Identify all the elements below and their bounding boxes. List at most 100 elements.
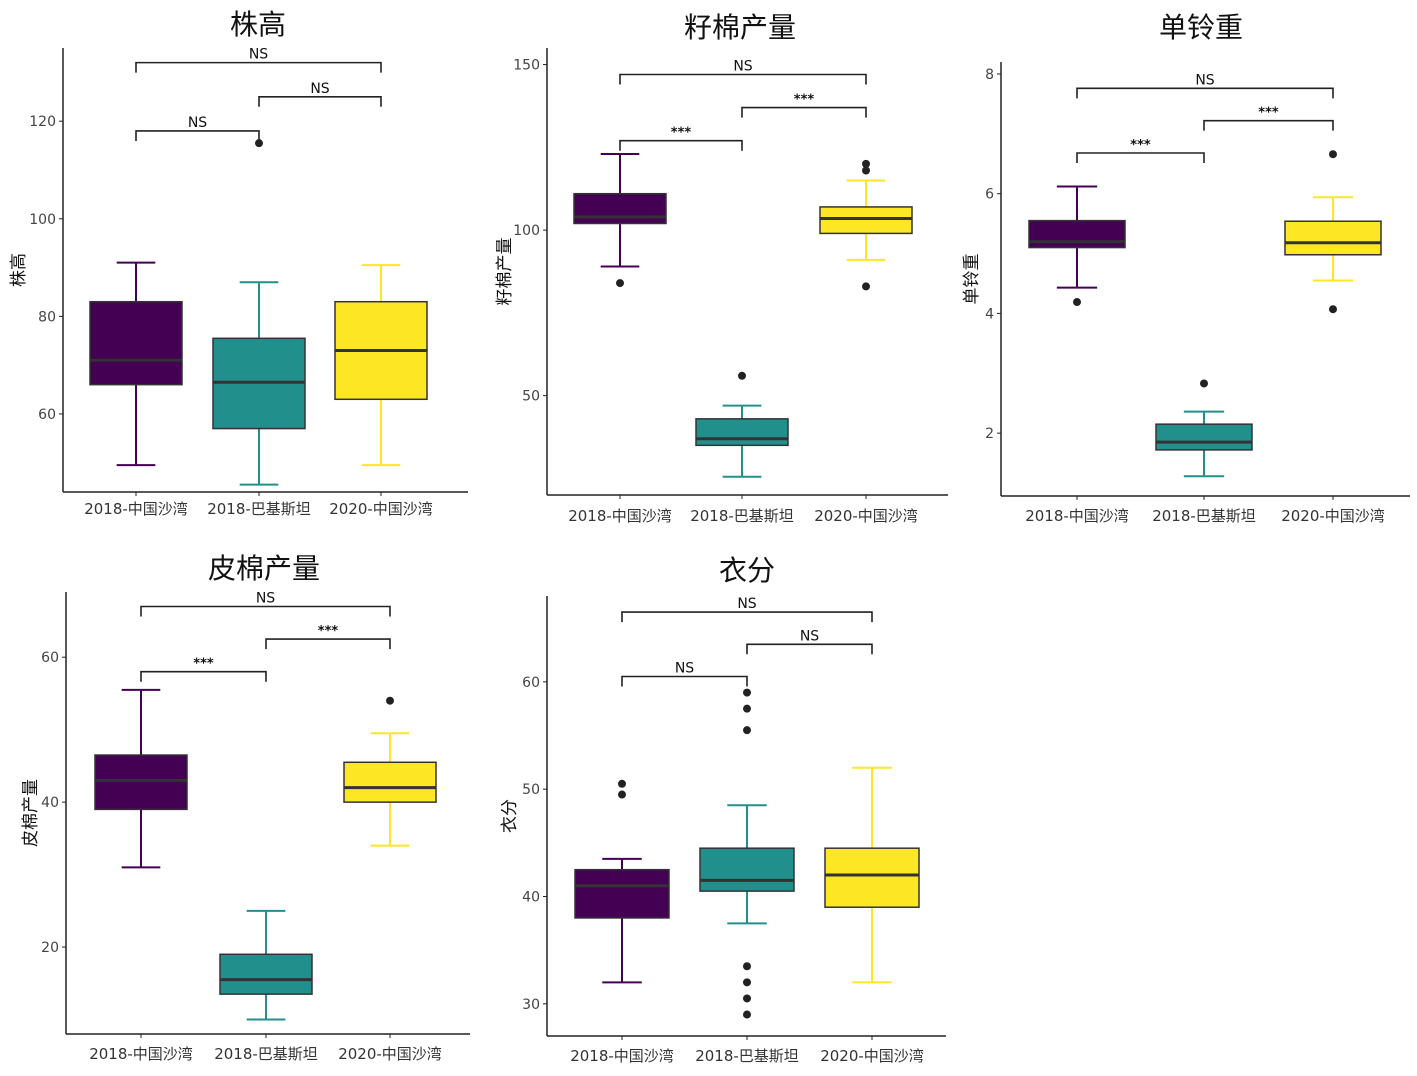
- box-iqr: [89, 300, 183, 386]
- y-tick-label: 4: [985, 306, 994, 322]
- significance-label: NS: [249, 47, 268, 63]
- outlier-point: [743, 1010, 751, 1019]
- panel-title: 皮棉产量: [208, 552, 320, 585]
- bracket-line: [621, 675, 748, 687]
- outlier-point: [1329, 150, 1337, 159]
- y-tick-label: 40: [522, 889, 540, 905]
- bracket-line: [140, 605, 391, 617]
- y-tick-label: 30: [522, 997, 540, 1013]
- x-tick-label: 2018-巴基斯坦: [695, 1047, 799, 1065]
- significance-label: NS: [310, 81, 329, 97]
- significance-label: ***: [318, 624, 339, 639]
- bracket-line: [1076, 152, 1205, 163]
- outlier-point: [743, 978, 751, 987]
- box-iqr: [219, 953, 313, 995]
- y-tick-label: 100: [513, 223, 540, 239]
- bracket-line: [619, 73, 867, 85]
- y-tick-label: 150: [513, 58, 540, 74]
- outlier-point: [618, 790, 626, 799]
- box-1: [1155, 379, 1253, 478]
- y-axis-title: 衣分: [500, 799, 520, 833]
- x-tick-label: 2018-巴基斯坦: [1152, 507, 1256, 525]
- outlier-point: [618, 779, 626, 788]
- y-tick-label: 6: [985, 187, 994, 203]
- box-iqr: [699, 847, 795, 892]
- y-tick-label: 60: [41, 650, 59, 666]
- significance-bracket: ***: [741, 93, 867, 118]
- x-tick-label: 2018-巴基斯坦: [690, 507, 794, 525]
- significance-label: NS: [256, 590, 275, 606]
- outlier-point: [1329, 305, 1337, 314]
- significance-bracket: NS: [135, 115, 260, 141]
- outlier-point: [1200, 379, 1208, 388]
- y-tick-label: 80: [38, 309, 56, 325]
- box-1: [219, 909, 313, 1021]
- outlier-point: [386, 696, 394, 705]
- bracket-line: [746, 643, 873, 655]
- box-iqr: [819, 206, 913, 235]
- box-iqr: [1028, 219, 1126, 249]
- outlier-point: [738, 371, 746, 380]
- bracket-line: [621, 611, 873, 623]
- box-2: [343, 696, 437, 847]
- x-tick-label: 2018-中国沙湾: [84, 500, 188, 518]
- significance-label: ***: [1130, 138, 1151, 153]
- box-iqr: [1155, 423, 1253, 451]
- x-tick-label: 2018-巴基斯坦: [214, 1045, 318, 1063]
- box-0: [574, 779, 670, 984]
- significance-bracket: ***: [265, 624, 391, 650]
- box-iqr: [94, 754, 188, 811]
- y-tick-label: 20: [41, 940, 59, 956]
- box-iqr: [343, 761, 437, 803]
- panel-title: 单铃重: [1159, 11, 1243, 44]
- significance-label: ***: [794, 93, 815, 108]
- bracket-line: [1203, 119, 1334, 131]
- significance-bracket: ***: [1076, 138, 1205, 163]
- box-iqr: [695, 418, 789, 447]
- significance-bracket: NS: [621, 660, 748, 687]
- y-tick-label: 50: [522, 782, 540, 798]
- outlier-point: [255, 139, 263, 148]
- y-axis-title: 籽棉产量: [495, 238, 515, 306]
- box-iqr: [574, 868, 670, 919]
- significance-label: ***: [671, 126, 692, 141]
- y-axis-title: 皮棉产量: [21, 779, 41, 847]
- panel-title: 衣分: [719, 554, 775, 587]
- significance-label: ***: [1258, 106, 1279, 121]
- significance-label: NS: [675, 660, 694, 676]
- outlier-point: [616, 279, 624, 288]
- significance-bracket: NS: [619, 58, 867, 85]
- significance-bracket: ***: [1203, 106, 1334, 131]
- bracket-line: [135, 61, 382, 73]
- y-tick-label: 60: [522, 675, 540, 691]
- outlier-point: [743, 994, 751, 1003]
- x-tick-label: 2018-中国沙湾: [1025, 507, 1129, 525]
- significance-bracket: NS: [1076, 72, 1334, 99]
- x-tick-label: 2018-中国沙湾: [89, 1045, 193, 1063]
- outlier-point: [743, 688, 751, 697]
- outlier-point: [743, 726, 751, 735]
- y-axis-title: 单铃重: [962, 254, 982, 305]
- y-tick-label: 8: [985, 67, 994, 83]
- box-iqr: [824, 847, 920, 908]
- box-iqr: [573, 192, 667, 225]
- outlier-point: [743, 962, 751, 971]
- significance-bracket: NS: [258, 81, 382, 107]
- x-tick-label: 2020-中国沙湾: [329, 500, 433, 518]
- outlier-point: [743, 704, 751, 713]
- bracket-line: [265, 638, 391, 650]
- significance-bracket: NS: [746, 628, 873, 655]
- bracket-line: [1076, 87, 1334, 99]
- significance-label: NS: [733, 58, 752, 74]
- outlier-point: [1073, 298, 1081, 307]
- y-tick-label: 100: [29, 212, 56, 228]
- box-1: [212, 139, 306, 486]
- significance-label: NS: [1195, 72, 1214, 88]
- box-1: [695, 371, 789, 478]
- significance-label: NS: [800, 628, 819, 644]
